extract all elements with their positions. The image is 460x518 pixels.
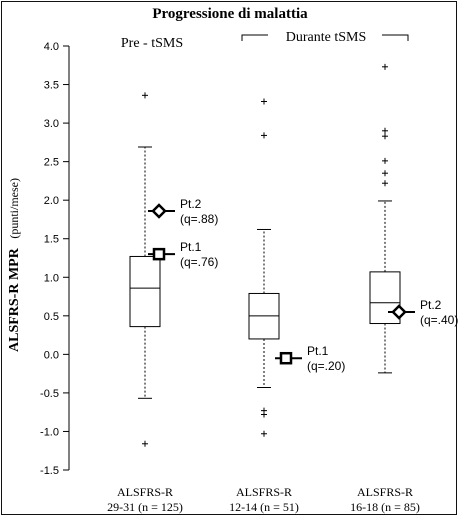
patient-markers: Pt.2(q=.88)Pt.1(q=.76)Pt.1(q=.20)Pt.2(q=… (148, 197, 458, 373)
patient-marker-2: Pt.1(q=.76) (148, 240, 218, 269)
x-label-line2: 12-14 (n = 51) (229, 500, 299, 514)
patient-label: Pt.1 (307, 344, 329, 358)
y-tick-label: -1.0 (40, 426, 59, 438)
patient-label: Pt.2 (180, 197, 202, 211)
outlier-point (261, 411, 267, 418)
outlier-point (142, 92, 148, 99)
box-1 (129, 92, 161, 447)
outlier-point (382, 127, 388, 134)
diamond-marker (391, 304, 407, 320)
y-axis-ticks: -1.5 -1.0 -0.5 0.0 0.5 1.0 1.5 2.0 2.5 3.0 3.5 4.0 (40, 41, 69, 477)
y-tick-label: -0.5 (40, 388, 59, 400)
square-marker (279, 351, 293, 365)
y-tick-label: 3.0 (44, 118, 59, 130)
y-tick-label: 0.0 (44, 349, 59, 361)
group-bracket-gap (268, 28, 382, 44)
patient-marker-1: Pt.2(q=.88) (148, 197, 218, 226)
y-tick-label: 0.5 (44, 311, 59, 323)
y-axis-label: ALSFRS-R MPR (7, 247, 22, 352)
patient-q: (q=.88) (180, 212, 218, 226)
y-tick-label: 1.0 (44, 272, 59, 284)
group-label-pre: Pre - tSMS (121, 36, 183, 51)
box-2 (248, 98, 280, 437)
patient-label: Pt.1 (180, 240, 202, 254)
outlier-point (261, 98, 267, 105)
y-tick-label: 4.0 (44, 41, 59, 53)
patient-q: (q=.20) (307, 359, 345, 373)
y-tick-label: 1.5 (44, 234, 59, 246)
y-tick-label: 2.0 (44, 195, 59, 207)
x-label-line1: ALSFRS-R (357, 485, 413, 499)
y-tick-label: 3.5 (44, 80, 59, 92)
x-label-line1: ALSFRS-R (236, 485, 292, 499)
box-iqr (129, 255, 161, 328)
box-series (129, 63, 401, 447)
patient-label: Pt.2 (420, 298, 442, 312)
square-marker (152, 247, 166, 261)
diamond-marker (151, 203, 167, 219)
patient-q: (q=.40) (420, 313, 458, 327)
y-axis-title: ALSFRS-R MPR (punti/mese) (7, 178, 22, 352)
box-3 (369, 63, 401, 374)
svg-text:ALSFRS-R MPR (punti/mese: ALSFRS-R MPR (punti/mese) (7, 178, 22, 352)
outlier-point (382, 170, 388, 177)
outlier-point (142, 440, 148, 447)
group-label-during: Durante tSMS (286, 30, 367, 45)
y-tick-label: 2.5 (44, 157, 59, 169)
outlier-point (382, 133, 388, 140)
y-tick-label: -1.5 (40, 465, 59, 477)
y-axis-unit: (punti/mese) (7, 178, 21, 239)
outlier-point (261, 430, 267, 437)
outlier-point (382, 157, 388, 164)
patient-q: (q=.76) (180, 255, 218, 269)
x-axis-labels: ALSFRS-R29-31 (n = 125)ALSFRS-R12-14 (n … (107, 485, 420, 514)
outlier-point (382, 180, 388, 187)
outlier-point (382, 63, 388, 70)
patient-marker-4: Pt.2(q=.40) (388, 298, 458, 327)
x-label-line2: 29-31 (n = 125) (107, 500, 183, 514)
x-label-line2: 16-18 (n = 85) (350, 500, 420, 514)
patient-marker-3: Pt.1(q=.20) (275, 344, 345, 373)
x-label-line1: ALSFRS-R (117, 485, 173, 499)
outlier-point (261, 132, 267, 139)
chart-title: Progressione di malattia (152, 6, 308, 22)
